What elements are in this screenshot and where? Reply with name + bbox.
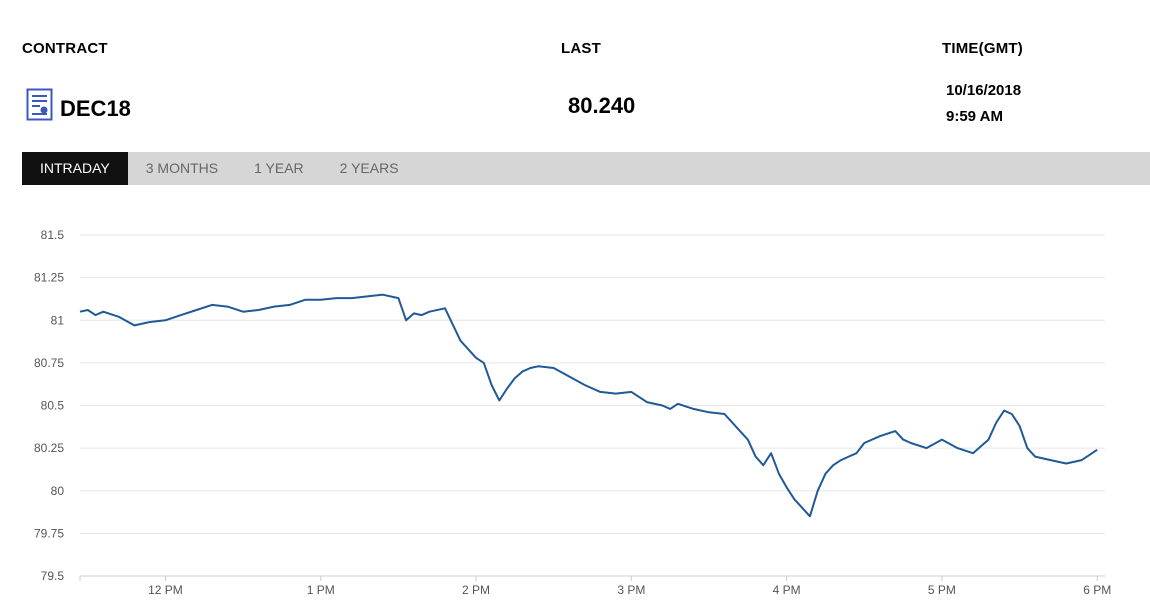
tab-1-year[interactable]: 1 YEAR	[254, 160, 304, 176]
x-tick-label: 1 PM	[307, 583, 335, 597]
last-price: 80.240	[568, 93, 636, 118]
contract-name: DEC18	[60, 96, 131, 121]
y-tick-label: 79.5	[41, 569, 65, 583]
y-tick-label: 79.75	[34, 526, 64, 540]
y-tick-label: 81.25	[34, 271, 64, 285]
x-tick-label: 5 PM	[928, 583, 956, 597]
y-tick-label: 80.75	[34, 356, 64, 370]
y-tick-label: 81.5	[41, 228, 65, 242]
y-tick-label: 80	[51, 484, 65, 498]
time-column-header: TIME(GMT)	[942, 40, 1023, 57]
x-tick-label: 2 PM	[462, 583, 490, 597]
tab-3-months[interactable]: 3 MONTHS	[145, 160, 219, 176]
contract-cell: DEC18	[26, 86, 131, 122]
intraday-price-chart: 81.5 81.25 81 80.75 80.5 80.25 80 79.75 79.5 12 P…	[34, 228, 1111, 597]
quote-time: 9:59 AM	[946, 108, 1003, 125]
y-tick-label: 80.25	[34, 441, 64, 455]
price-series-line	[79, 293, 1098, 518]
x-tick-label: 6 PM	[1083, 583, 1111, 597]
tab-intraday[interactable]: INTRADAY	[22, 152, 128, 185]
y-tick-label: 81	[51, 313, 65, 327]
document-chart-icon	[26, 88, 53, 120]
range-tabs: INTRADAY 3 MONTHS 1 YEAR 2 YEARS	[22, 152, 1150, 185]
quote-date: 10/16/2018	[946, 82, 1022, 99]
x-tick-label: 3 PM	[617, 583, 645, 597]
x-tick-label: 12 PM	[148, 583, 183, 597]
y-tick-label: 80.5	[41, 399, 65, 413]
contract-column-header: CONTRACT	[22, 40, 108, 57]
last-column-header: LAST	[561, 40, 601, 57]
tab-2-years[interactable]: 2 YEARS	[339, 160, 399, 176]
x-tick-label: 4 PM	[773, 583, 801, 597]
